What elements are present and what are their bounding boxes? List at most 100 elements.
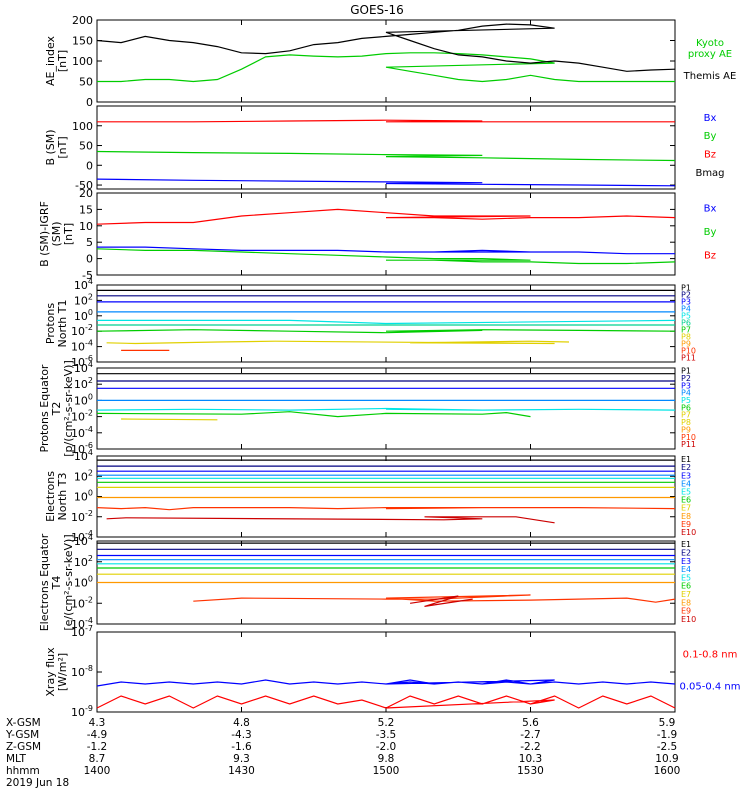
legend-entry: E9	[681, 607, 691, 616]
legend-entry: E6	[681, 496, 691, 505]
footer-value: 1600	[653, 765, 681, 777]
footer-row-label: X-GSM	[6, 717, 41, 729]
legend-entry: P6	[681, 403, 691, 412]
footer-value: -2.0	[375, 741, 397, 753]
footer-value: -2.7	[520, 729, 541, 741]
legend-entry: E6	[681, 582, 691, 591]
y-tick-label: 102	[74, 292, 93, 307]
footer-value: -1.2	[86, 741, 108, 753]
y-tick-label: 102	[74, 468, 93, 483]
legend-entry: Bmag	[695, 168, 724, 179]
series-line-bz	[96, 208, 676, 225]
legend-entry: Bx	[704, 204, 717, 215]
legend-entry: P8	[681, 418, 691, 427]
series-line-kyoto-proxy-ae	[97, 52, 675, 83]
series-line-p5	[97, 319, 676, 325]
footer-value: 5.2	[377, 717, 395, 729]
legend-entry: P1	[681, 283, 691, 292]
date-row: 2019 Jun 18	[6, 777, 746, 789]
y-tick-label: 10-8	[71, 664, 93, 679]
legend-entry: 0.05-0.4 nm	[679, 682, 740, 693]
legend-entry: E4	[681, 479, 691, 488]
series-line-themis-ae	[96, 23, 676, 72]
legend-entry: P6	[681, 318, 691, 327]
y-axis-label: Xray flux	[44, 647, 57, 697]
legend-entry: P8	[681, 332, 691, 341]
legend-entry: P5	[681, 396, 691, 405]
y-tick-label: 0	[86, 159, 93, 172]
footer-value: 4.8	[233, 717, 250, 729]
series-line-bx	[96, 178, 676, 187]
y-tick-label: 20	[79, 187, 93, 200]
legend-entry: P4	[681, 389, 691, 398]
y-axis-label: North T3	[56, 473, 69, 521]
footer-value: 5.9	[658, 717, 676, 729]
series-line-by	[96, 150, 676, 162]
y-tick-label: -5	[82, 269, 93, 282]
legend-entry: E3	[681, 557, 691, 566]
legend-entry: P9	[681, 339, 691, 348]
legend-entry: P9	[681, 425, 691, 434]
y-axis-label: Electrons Equator	[38, 533, 51, 631]
legend-entry: Bx	[704, 113, 717, 124]
y-tick-label: 104	[74, 277, 93, 292]
footer-value: 1500	[372, 765, 400, 777]
y-tick-label: 102	[74, 376, 93, 391]
footer-value: 1400	[83, 765, 111, 777]
y-tick-label: 10-7	[71, 624, 93, 639]
legend-entry: E9	[681, 520, 691, 529]
y-tick-label: 10-2	[71, 509, 93, 524]
footer-value: -2.5	[656, 741, 678, 753]
footer-value: -4.9	[86, 729, 108, 741]
footer-value: -3.5	[375, 729, 397, 741]
panel-frame	[96, 455, 676, 538]
y-tick-label: -50	[75, 179, 93, 192]
y-tick-label: 100	[74, 392, 93, 407]
y-axis-label: (SM)	[50, 221, 63, 246]
y-axis-label: B (SM)-IGRF	[38, 201, 51, 267]
y-axis-label: Electrons	[44, 471, 57, 522]
footer-row: X-GSM 4.3 4.8 5.2 5.6 5.9	[6, 717, 746, 729]
series-line-e10	[410, 595, 473, 607]
legend-entry: 0.1-0.8 nm	[683, 650, 738, 661]
y-axis-label: [e/(cm²-s-sr-keV)]	[62, 534, 75, 630]
legend-entry: Bz	[704, 150, 716, 161]
legend-entry: Themis AE	[683, 71, 737, 82]
footer-row-label: hhmm	[6, 765, 40, 777]
panel-2: -50 0 50 100 B (SM) [nT] Bx By Bz Bmag	[44, 105, 725, 192]
y-tick-label: 100	[74, 489, 93, 504]
series-line-0-1-0-8-nm	[96, 695, 676, 709]
y-axis-label: AE_index	[44, 35, 57, 86]
y-tick-label: 10	[79, 220, 93, 233]
footer-value: -1.9	[656, 729, 678, 741]
y-axis-label: [p/(cm²-s-sr-keV)]	[62, 360, 75, 457]
y-axis-label: [nT]	[56, 136, 69, 158]
footer-value: 9.3	[233, 753, 250, 765]
y-tick-label: 104	[74, 533, 93, 548]
footer-row-label: Z-GSM	[6, 741, 42, 753]
legend-entry: E4	[681, 565, 691, 574]
footer-value: -1.6	[231, 741, 252, 753]
legend-entry: P5	[681, 311, 691, 320]
legend-entry: Bz	[704, 251, 716, 262]
y-tick-label: 0	[86, 253, 93, 266]
legend-entry: E8	[681, 598, 691, 607]
footer-value: 1530	[517, 765, 544, 777]
legend-entry: E10	[681, 528, 696, 537]
y-tick-label: 100	[74, 575, 93, 590]
y-axis-label: [W/m²]	[56, 653, 69, 691]
legend-entry: E1	[681, 540, 691, 549]
date-label: 2019 Jun 18	[6, 777, 70, 789]
y-axis-label: B (SM)	[44, 129, 57, 165]
series-line-p7	[96, 329, 676, 334]
series-line-by	[96, 248, 676, 265]
legend-entry: E2	[681, 549, 691, 558]
footer-row: hhmm 1400 1430 1500 1530 1600	[6, 765, 746, 777]
series-line-e10	[106, 516, 555, 524]
legend-entry: P4	[681, 304, 691, 313]
legend-entry: P3	[681, 381, 691, 390]
